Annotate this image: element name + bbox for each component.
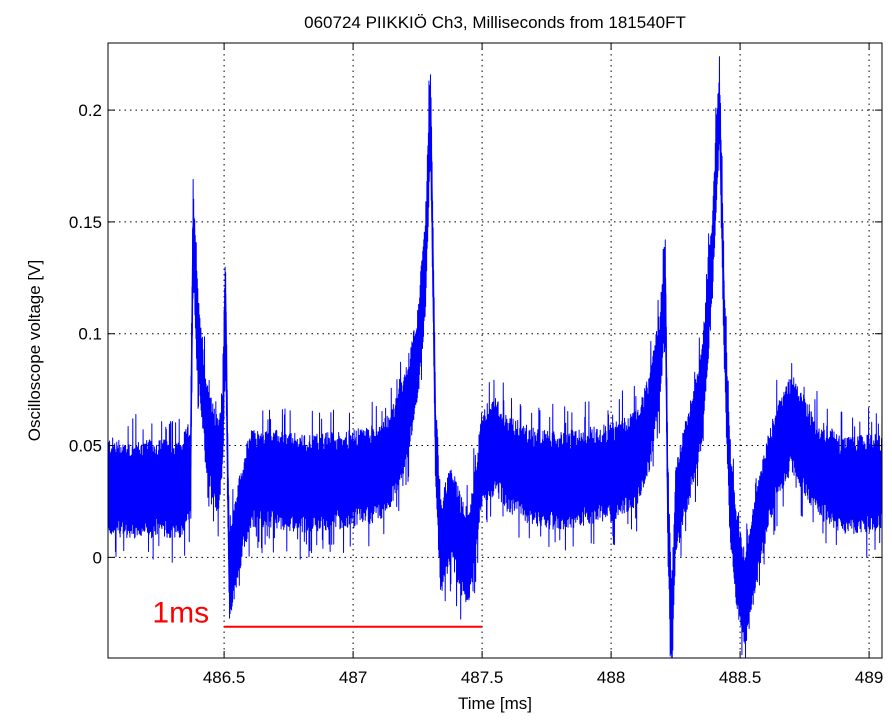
x-tick-label: 486.5 <box>203 668 246 687</box>
voltage-trace <box>107 103 883 638</box>
x-tick-label: 489 <box>855 668 883 687</box>
y-tick-label: 0.1 <box>78 325 102 344</box>
x-axis-label: Time [ms] <box>458 694 532 713</box>
x-tick-label: 487.5 <box>461 668 504 687</box>
x-tick-label: 488 <box>597 668 625 687</box>
trace-layer <box>107 56 883 659</box>
y-tick-label: 0.05 <box>69 437 102 456</box>
x-tick-label: 487 <box>339 668 367 687</box>
y-tick-label: 0 <box>93 548 102 567</box>
plot-frame <box>107 42 883 659</box>
y-tick-label: 0.15 <box>69 213 102 232</box>
x-tick-label: 488.5 <box>719 668 762 687</box>
chart-title: 060724 PIIKKIÖ Ch3, Milliseconds from 18… <box>304 13 686 32</box>
voltage-trace-noise <box>107 56 883 659</box>
y-tick-label: 0.2 <box>78 101 102 120</box>
tick-marks <box>108 43 882 658</box>
tick-labels: 486.5 487 487.5 488 488.5 489 0 0.05 0.1 0.15 0.2 <box>69 101 883 687</box>
y-axis-label: Oscilloscope voltage [V] <box>25 260 44 441</box>
scale-bar-label: 1ms <box>152 597 209 630</box>
